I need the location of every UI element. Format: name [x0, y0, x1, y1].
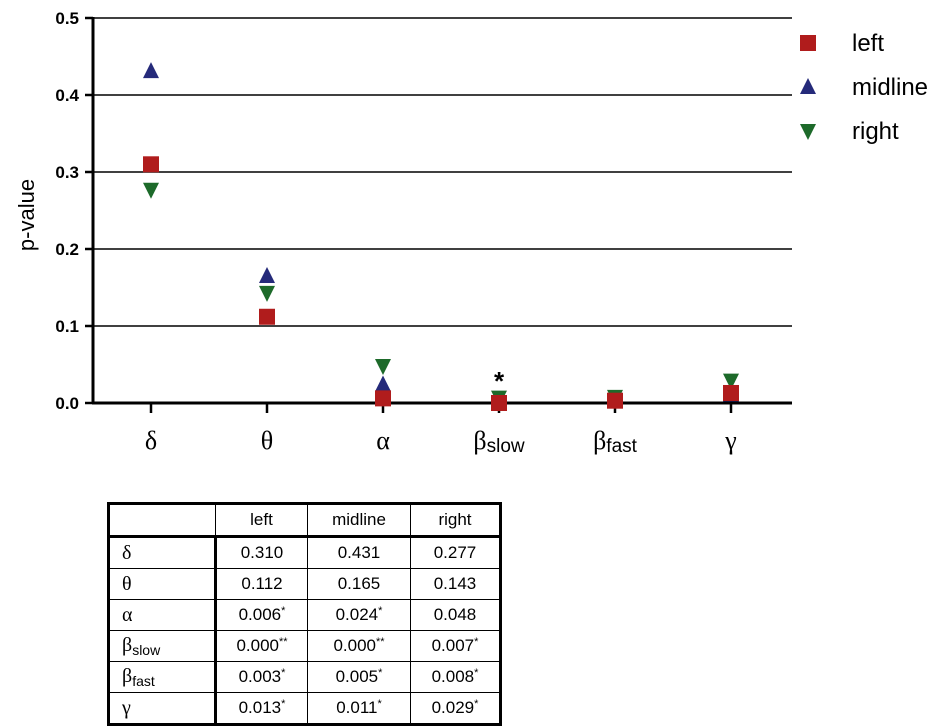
x-category-labels: δ θ α βslow βfast γ: [145, 426, 737, 457]
x-category-label: δ: [145, 426, 157, 455]
gridlines: [85, 16, 792, 405]
data-point-left: [491, 395, 507, 411]
data-point-midline: [375, 375, 391, 392]
table-body: δ 0.310 0.431 0.277 θ 0.112 0.165 0.143 α 0.006* 0…: [108, 536, 501, 725]
y-tick-label: 0.1: [55, 317, 79, 336]
table-row-label: θ: [108, 568, 217, 600]
data-point-right: [723, 373, 739, 390]
data-point-left: [143, 156, 159, 173]
data-points: [143, 62, 739, 411]
data-point-right: [143, 182, 159, 199]
x-category-label: βfast: [593, 426, 638, 457]
y-tick-label: 0.4: [55, 86, 79, 105]
table-row-label: βfast: [108, 661, 217, 693]
data-point-midline: [259, 266, 275, 283]
table-cell-right: 0.029*: [410, 692, 501, 725]
data-point-left: [607, 392, 623, 409]
data-point-right: [259, 285, 275, 302]
legend-marker-right: [800, 124, 816, 140]
table-row: α 0.006* 0.024* 0.048: [108, 599, 501, 631]
data-point-left: [723, 384, 739, 401]
table-header-midline: midline: [307, 503, 411, 538]
table-row-label: γ: [108, 692, 217, 725]
table-cell-midline: 0.005*: [307, 661, 411, 693]
table-cell-right: 0.007*: [410, 630, 501, 662]
x-category-label: α: [376, 426, 390, 455]
table-cell-left: 0.112: [215, 568, 308, 600]
legend-marker-midline: [800, 78, 816, 94]
table-cell-right: 0.277: [410, 536, 501, 569]
data-point-left: [259, 308, 275, 325]
p-value-chart: 0.0 0.1 0.2 0.3 0.4 0.5 δ θ α βslow βfast γ * left…: [14, 9, 928, 457]
x-category-label: θ: [261, 426, 273, 455]
table-cell-midline: 0.024*: [307, 599, 411, 631]
data-point-left: [375, 390, 391, 407]
y-tick-label: 0.0: [55, 394, 79, 413]
y-axis-title: p-value: [14, 179, 39, 251]
axes: [91, 17, 792, 413]
table-header-right: right: [410, 503, 501, 538]
table-header-row: left midline right: [108, 503, 501, 538]
y-tick-label: 0.3: [55, 163, 79, 182]
table-row: βslow 0.000** 0.000** 0.007*: [108, 630, 501, 662]
table-row-label: δ: [108, 536, 217, 569]
y-tick-label: 0.5: [55, 9, 79, 28]
table-cell-left: 0.006*: [215, 599, 308, 631]
table-cell-midline: 0.165: [307, 568, 411, 600]
table-row: γ 0.013* 0.011* 0.029*: [108, 692, 501, 725]
table-cell-midline: 0.431: [307, 536, 411, 569]
table-cell-midline: 0.000**: [307, 630, 411, 662]
table-row: δ 0.310 0.431 0.277: [108, 536, 501, 569]
data-point-right: [375, 359, 391, 376]
table-cell-left: 0.013*: [215, 692, 308, 725]
y-tick-label: 0.2: [55, 240, 79, 259]
significance-annotation: *: [494, 366, 505, 396]
data-point-midline: [143, 62, 159, 79]
annotations: *: [494, 366, 505, 396]
legend: left midline right: [800, 30, 928, 145]
table-header-left: left: [215, 503, 308, 538]
legend-label-right: right: [852, 118, 899, 145]
table-cell-midline: 0.011*: [307, 692, 411, 725]
legend-label-left: left: [852, 30, 884, 57]
table-cell-left: 0.310: [215, 536, 308, 569]
table-cell-left: 0.000**: [215, 630, 308, 662]
table-cell-left: 0.003*: [215, 661, 308, 693]
table-corner: [108, 503, 216, 538]
table-row: βfast 0.003* 0.005* 0.008*: [108, 661, 501, 693]
table-cell-right: 0.143: [410, 568, 501, 600]
table-cell-right: 0.008*: [410, 661, 501, 693]
table-row: θ 0.112 0.165 0.143: [108, 568, 501, 600]
x-category-label: γ: [724, 426, 737, 455]
legend-label-midline: midline: [852, 74, 928, 101]
x-category-label: βslow: [473, 426, 525, 457]
y-tick-labels: 0.0 0.1 0.2 0.3 0.4 0.5: [55, 9, 79, 413]
legend-marker-left: [800, 35, 816, 51]
table-cell-right: 0.048: [410, 599, 501, 631]
table-row-label: βslow: [108, 630, 217, 662]
p-value-table: left midline right δ 0.310 0.431 0.277 θ 0.11…: [107, 502, 502, 726]
table-row-label: α: [108, 599, 217, 631]
